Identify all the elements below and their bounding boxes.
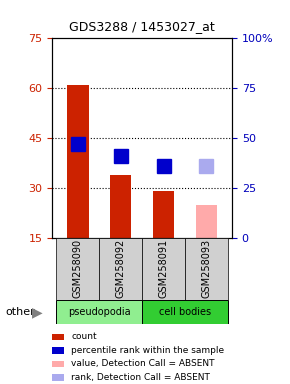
Text: GDS3288 / 1453027_at: GDS3288 / 1453027_at — [69, 20, 215, 33]
Text: ▶: ▶ — [32, 305, 43, 319]
Text: GSM258093: GSM258093 — [201, 239, 211, 298]
Bar — [110, 175, 131, 238]
Text: count: count — [71, 333, 97, 341]
Bar — [67, 85, 88, 238]
Text: GSM258090: GSM258090 — [73, 239, 83, 298]
Bar — [52, 374, 64, 381]
Bar — [153, 192, 174, 238]
Text: other: other — [6, 307, 36, 317]
Bar — [52, 334, 64, 340]
FancyBboxPatch shape — [57, 238, 99, 300]
FancyBboxPatch shape — [142, 238, 185, 300]
FancyBboxPatch shape — [185, 238, 228, 300]
Text: GSM258091: GSM258091 — [159, 239, 168, 298]
Bar — [52, 361, 64, 367]
Bar — [52, 347, 64, 354]
FancyBboxPatch shape — [99, 238, 142, 300]
Text: cell bodies: cell bodies — [159, 307, 211, 317]
Text: rank, Detection Call = ABSENT: rank, Detection Call = ABSENT — [71, 373, 210, 382]
Text: GSM258092: GSM258092 — [116, 239, 126, 298]
Text: percentile rank within the sample: percentile rank within the sample — [71, 346, 224, 355]
FancyBboxPatch shape — [142, 300, 228, 324]
Text: value, Detection Call = ABSENT: value, Detection Call = ABSENT — [71, 359, 215, 368]
Bar — [196, 205, 217, 238]
FancyBboxPatch shape — [57, 300, 142, 324]
Text: pseudopodia: pseudopodia — [68, 307, 130, 317]
